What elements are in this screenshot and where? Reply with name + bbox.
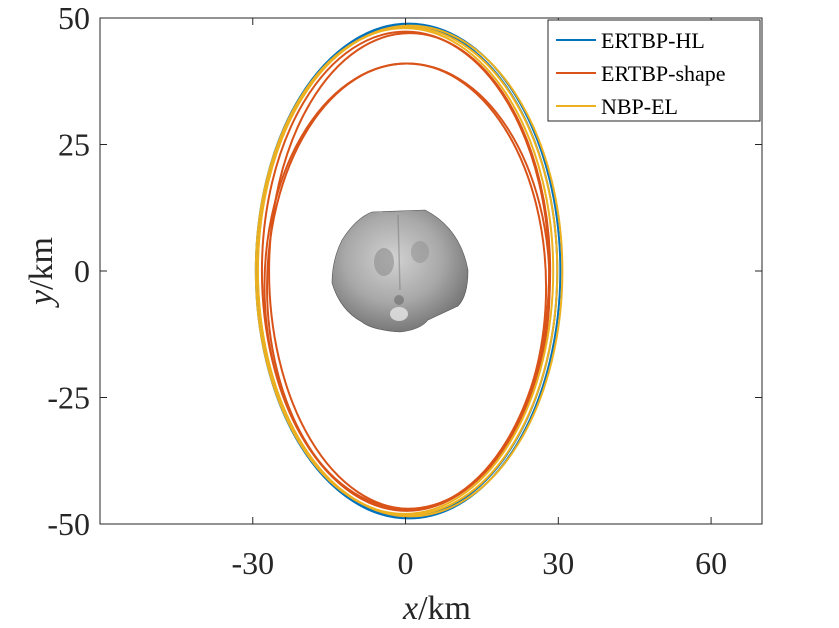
y-tick-label: -25 <box>47 380 90 416</box>
y-axis-label: y/km <box>23 237 60 308</box>
x-tick-label: 30 <box>542 545 574 581</box>
y-tick-labels: -50 -25 0 25 50 <box>47 0 90 542</box>
orbit-lines <box>254 22 564 520</box>
orbit-nbp-el-1 <box>256 24 564 518</box>
legend-label: NBP-EL <box>601 94 678 119</box>
orbit-ertbp-shape-3 <box>266 62 548 512</box>
x-tick-label: -30 <box>231 545 274 581</box>
orbit-ertbp-shape-2 <box>268 32 552 510</box>
y-tick-label: 50 <box>58 0 90 36</box>
crater <box>374 248 394 276</box>
orbit-nbp-el-2 <box>254 27 555 515</box>
legend-label: ERTBP-shape <box>601 61 726 86</box>
legend: ERTBP-HL ERTBP-shape NBP-EL <box>547 19 761 122</box>
crater <box>390 307 408 321</box>
x-axis-label: x/km <box>402 590 471 627</box>
x-tick-label: 60 <box>695 545 727 581</box>
legend-box <box>547 19 761 122</box>
orbit-ertbp-hl-1 <box>255 22 562 520</box>
axes <box>99 17 763 525</box>
y-tick-label: 25 <box>58 127 90 163</box>
x-tick-labels: -30 0 30 60 <box>231 545 727 581</box>
crater <box>411 241 429 263</box>
asteroid-shape <box>331 209 469 333</box>
y-tick-label: 0 <box>74 253 90 289</box>
y-tick-label: -50 <box>47 506 90 542</box>
crater <box>394 295 404 305</box>
legend-label: ERTBP-HL <box>601 28 705 53</box>
x-tick-label: 0 <box>398 545 414 581</box>
